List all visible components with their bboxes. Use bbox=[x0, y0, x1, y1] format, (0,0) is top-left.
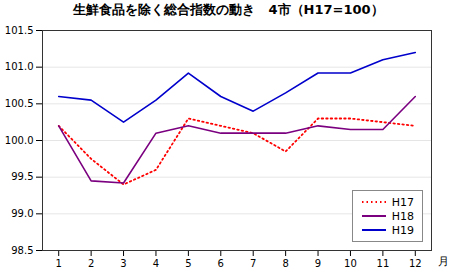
svg-text:12: 12 bbox=[409, 258, 422, 269]
html-text:生鮮食品を除く総合指数の動き 4市（H17=100）: 生鮮食品を除く総合指数の動き 4市（H17=100） bbox=[73, 2, 384, 17]
svg-text:4: 4 bbox=[153, 258, 159, 269]
svg-text:99.0: 99.0 bbox=[11, 208, 33, 219]
html-text:H18: H18 bbox=[391, 209, 414, 223]
svg-text:99.5: 99.5 bbox=[11, 171, 33, 182]
svg-text:月: 月 bbox=[438, 255, 449, 268]
svg-text:9: 9 bbox=[315, 258, 321, 269]
svg-text:100.0: 100.0 bbox=[5, 135, 34, 146]
svg-text:101.0: 101.0 bbox=[5, 61, 34, 72]
html-text:H19: H19 bbox=[391, 223, 414, 237]
svg-text:1: 1 bbox=[56, 258, 62, 269]
svg-text:11: 11 bbox=[377, 258, 390, 269]
svg-text:5: 5 bbox=[185, 258, 191, 269]
html-text:H17: H17 bbox=[391, 195, 414, 209]
svg-text:6: 6 bbox=[218, 258, 224, 269]
svg-text:10: 10 bbox=[344, 258, 357, 269]
svg-text:7: 7 bbox=[250, 258, 256, 269]
svg-text:98.5: 98.5 bbox=[11, 245, 33, 256]
svg-text:101.5: 101.5 bbox=[5, 25, 34, 36]
svg-text:8: 8 bbox=[282, 258, 288, 269]
svg-text:100.5: 100.5 bbox=[5, 98, 34, 109]
svg-text:2: 2 bbox=[88, 258, 94, 269]
svg-text:3: 3 bbox=[120, 258, 126, 269]
